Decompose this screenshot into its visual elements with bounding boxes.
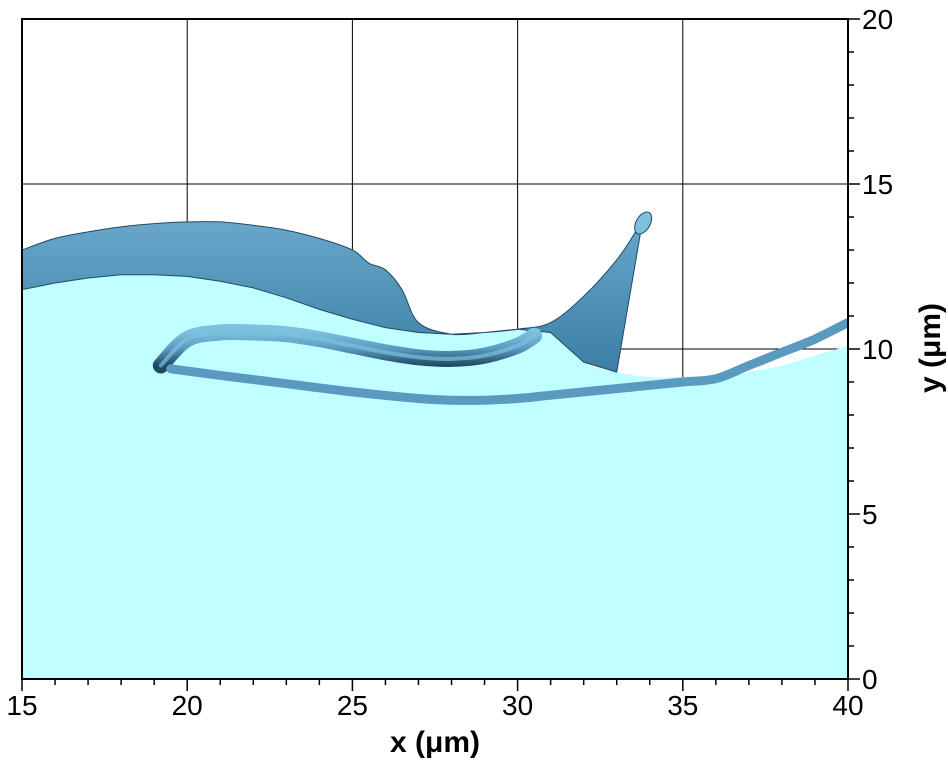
plot-area <box>22 19 848 679</box>
lower-sheet <box>166 318 848 405</box>
upper-wave-crest <box>22 216 644 373</box>
ligament-tip <box>634 211 653 235</box>
liquid-region <box>22 274 848 679</box>
x-tick-label: 25 <box>337 690 368 721</box>
x-axis-title: x (μm) <box>390 726 480 759</box>
y-tick-label: 10 <box>862 334 893 365</box>
x-tick-label: 20 <box>172 690 203 721</box>
y-axis-title: y (μm) <box>914 303 947 393</box>
y-axis-ticks: 0 5 10 15 20 <box>848 4 893 695</box>
x-tick-label: 15 <box>6 690 37 721</box>
x-axis-ticks: 15 20 25 30 35 40 <box>6 679 864 721</box>
y-tick-label: 5 <box>862 499 878 530</box>
y-tick-label: 0 <box>862 664 878 695</box>
curl-tube-highlight <box>158 329 537 368</box>
x-tick-label: 40 <box>832 690 863 721</box>
liquid-fill-area <box>22 274 848 679</box>
y-tick-label: 20 <box>862 4 893 35</box>
x-tick-label: 35 <box>667 690 698 721</box>
interface-surfaces <box>22 211 848 405</box>
y-tick-label: 15 <box>862 169 893 200</box>
x-tick-label: 30 <box>502 690 533 721</box>
